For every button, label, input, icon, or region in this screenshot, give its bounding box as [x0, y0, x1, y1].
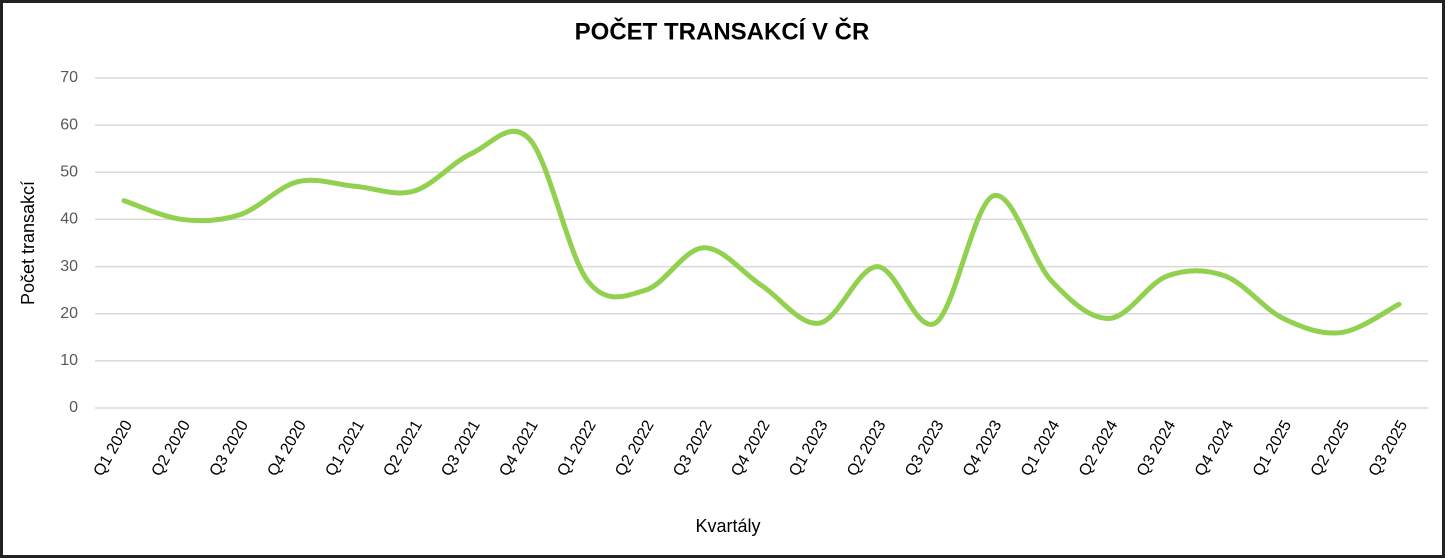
y-tick-label: 30: [60, 258, 78, 275]
y-tick-label: 40: [60, 211, 78, 228]
y-tick-label: 10: [60, 352, 78, 369]
y-tick-label: 50: [60, 164, 78, 181]
y-tick-label: 70: [60, 69, 78, 86]
y-axis-title: Počet transakcí: [18, 181, 38, 305]
data-line: [121, 128, 1402, 336]
chart-title: POČET TRANSAKCÍ V ČR: [575, 17, 870, 45]
y-tick-label: 0: [69, 399, 78, 416]
x-axis-title: Kvartály: [695, 516, 760, 536]
y-tick-label: 20: [60, 305, 78, 322]
y-tick-label: 60: [60, 116, 78, 133]
